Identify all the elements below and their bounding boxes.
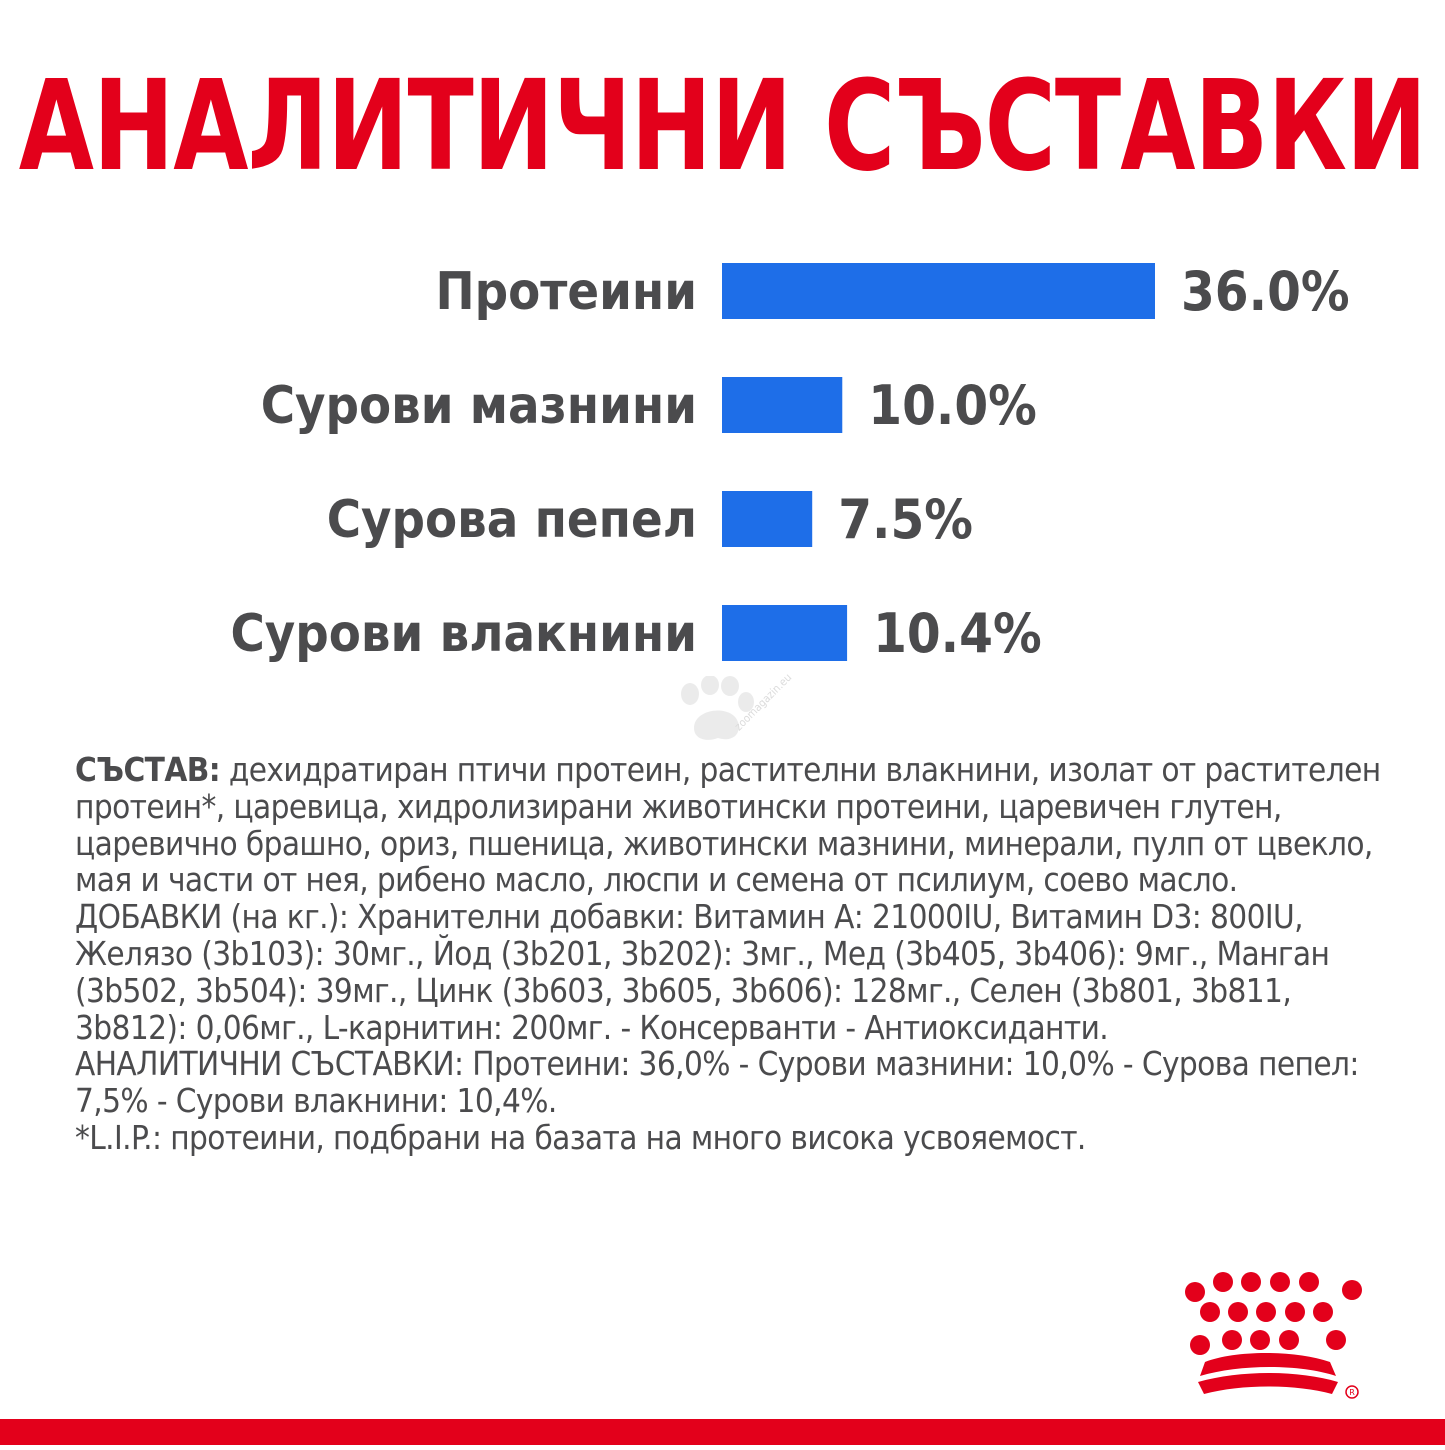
paw-icon [681, 675, 754, 740]
bar [722, 263, 1155, 319]
footnote-paragraph: *L.I.P.: протеини, подбрани на базата на… [75, 1117, 1086, 1157]
value-label: 36.0% [1181, 260, 1350, 323]
category-label: Сурова пепел [327, 490, 697, 550]
bottom-accent-bar [0, 1419, 1445, 1445]
additives-paragraph: ДОБАВКИ (на кг.): Хранителни добавки: Ви… [75, 897, 1330, 1047]
composition-heading: СЪСТАВ: [75, 750, 221, 789]
value-label: 7.5% [838, 488, 973, 551]
page-title: АНАЛИТИЧНИ СЪСТАВКИ [18, 53, 1427, 199]
analytical-paragraph: АНАЛИТИЧНИ СЪСТАВКИ: Протеини: 36,0% - С… [75, 1044, 1359, 1121]
watermark: zoomagazin.eu [672, 671, 794, 766]
value-label: 10.4% [873, 602, 1042, 665]
bar [722, 605, 848, 661]
bar-chart: Протеини 36.0% Сурови мазнини 10.0% Сурова п… [230, 260, 1350, 665]
svg-text:R: R [1349, 1388, 1355, 1397]
ingredients-text: дехидратиран птичи протеин, растителни в… [75, 750, 1381, 900]
bar [722, 491, 813, 547]
bar [722, 377, 843, 433]
category-label: Сурови влакнини [230, 604, 697, 664]
composition-text: СЪСТАВ: дехидратиран птичи протеин, раст… [75, 750, 1385, 1157]
value-label: 10.0% [868, 374, 1037, 437]
ingredients-paragraph: СЪСТАВ: дехидратиран птичи протеин, раст… [75, 750, 1385, 900]
category-label: Протеини [435, 262, 697, 322]
category-label: Сурови мазнини [261, 376, 697, 436]
crown-logo-icon: R [1185, 1272, 1362, 1399]
